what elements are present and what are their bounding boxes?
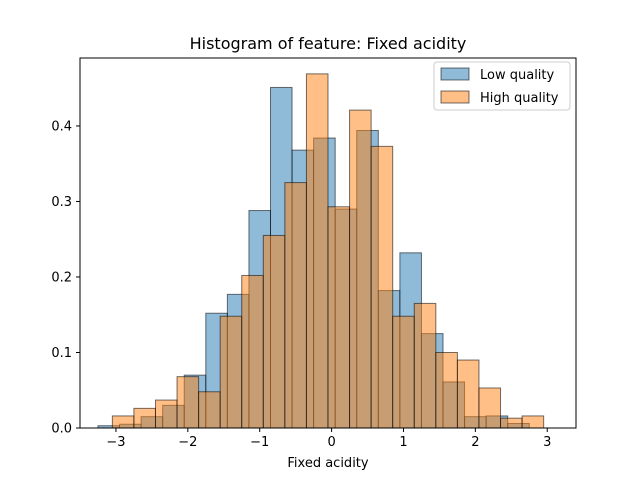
bar-high-quality-14 [414, 303, 436, 428]
y-tick-label: 0.4 [51, 119, 72, 134]
bar-high-quality-10 [328, 207, 350, 428]
x-tick-label: −1 [250, 435, 269, 450]
y-tick-label: 0.3 [51, 195, 72, 210]
legend: Low quality High quality [434, 62, 570, 110]
x-tick-label: 0 [327, 435, 335, 450]
bar-high-quality-18 [501, 418, 523, 428]
legend-label-high-quality: High quality [480, 91, 559, 106]
legend-label-low-quality: Low quality [480, 68, 555, 83]
bar-high-quality-1 [134, 408, 156, 428]
bar-high-quality-8 [285, 183, 307, 428]
bar-high-quality-16 [457, 360, 479, 428]
bar-high-quality-13 [393, 316, 415, 428]
chart-title: Histogram of feature: Fixed acidity [190, 34, 467, 53]
bar-high-quality-5 [220, 316, 242, 428]
bar-high-quality-19 [522, 416, 544, 428]
bar-high-quality-17 [479, 388, 501, 428]
y-tick-label: 0.1 [51, 346, 72, 361]
legend-swatch-high-quality [441, 91, 469, 103]
bar-high-quality-4 [199, 392, 221, 428]
y-tick-label: 0.0 [51, 422, 72, 437]
bar-high-quality-7 [263, 235, 285, 428]
bar-high-quality-12 [371, 146, 393, 428]
legend-swatch-low-quality [441, 68, 469, 80]
bar-high-quality-9 [306, 74, 328, 428]
x-tick-label: 2 [471, 435, 479, 450]
bar-high-quality-15 [436, 352, 458, 428]
bar-high-quality-11 [350, 110, 372, 428]
x-tick-label: −2 [178, 435, 197, 450]
x-axis-label: Fixed acidity [287, 456, 369, 471]
x-tick-label: 3 [543, 435, 551, 450]
bar-high-quality-6 [242, 275, 264, 428]
bar-high-quality-2 [155, 400, 177, 428]
bar-high-quality-0 [112, 416, 134, 428]
y-tick-label: 0.2 [51, 270, 72, 285]
x-tick-label: 1 [399, 435, 407, 450]
x-tick-label: −3 [106, 435, 125, 450]
bar-high-quality-3 [177, 377, 199, 428]
